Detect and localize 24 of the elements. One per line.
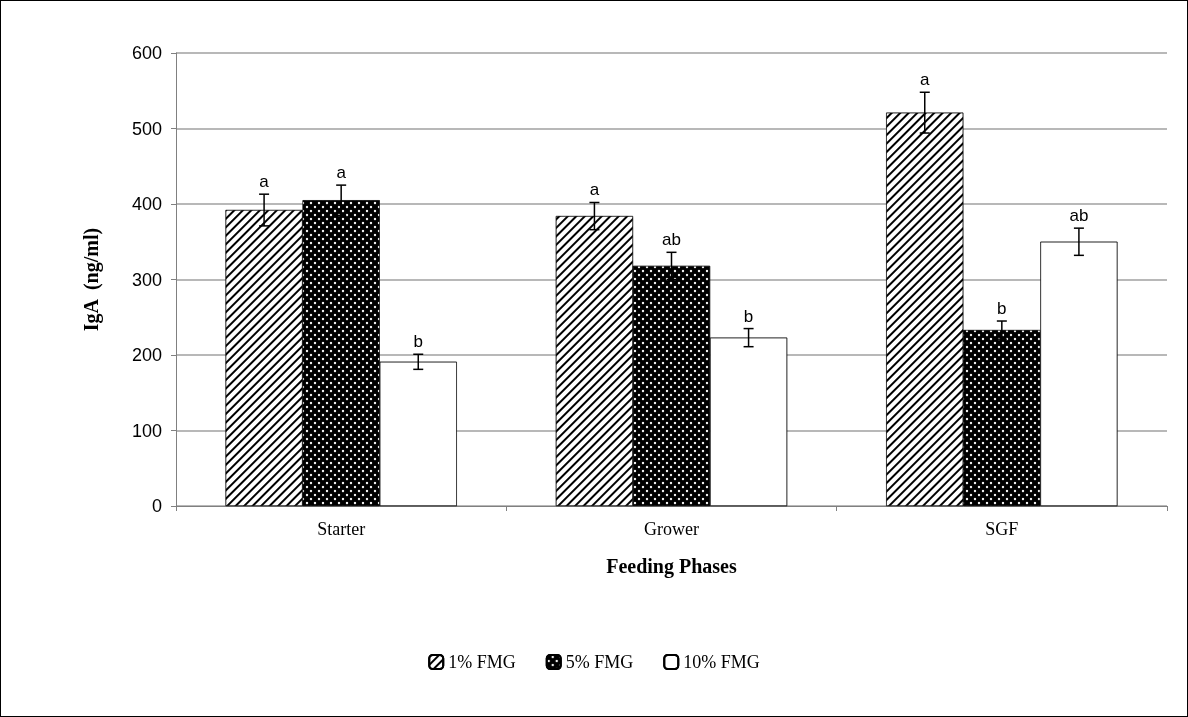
y-tick-label: 400 [131, 194, 162, 214]
y-tick-label: 300 [131, 269, 162, 290]
legend-label: 5% FMG [565, 652, 634, 672]
data-label: b [743, 306, 754, 326]
y-tick-label: 100 [131, 420, 162, 441]
y-tick-label: 500 [131, 118, 162, 139]
x-tick-label: SGF [985, 519, 1019, 539]
x-axis-title: Feeding Phases [606, 555, 737, 578]
data-label: ab [662, 230, 681, 250]
data-label: b [997, 299, 1007, 319]
legend-label: 1% FMG [448, 652, 516, 672]
data-label: b [413, 332, 423, 352]
data-label: a [336, 163, 347, 183]
x-tick-label: Starter [317, 519, 366, 539]
data-label: ab [1069, 206, 1089, 226]
y-tick-label: 200 [131, 345, 162, 365]
data-label: a [589, 180, 600, 200]
legend-label: 10% FMG [683, 652, 760, 672]
y-axis-title: IgA (ng/ml) [80, 227, 103, 332]
y-tick-label: 0 [151, 496, 162, 516]
data-label: a [259, 172, 270, 192]
y-tick-label: 600 [131, 43, 162, 63]
x-tick-label: Grower [644, 519, 699, 539]
data-label: a [920, 70, 931, 90]
